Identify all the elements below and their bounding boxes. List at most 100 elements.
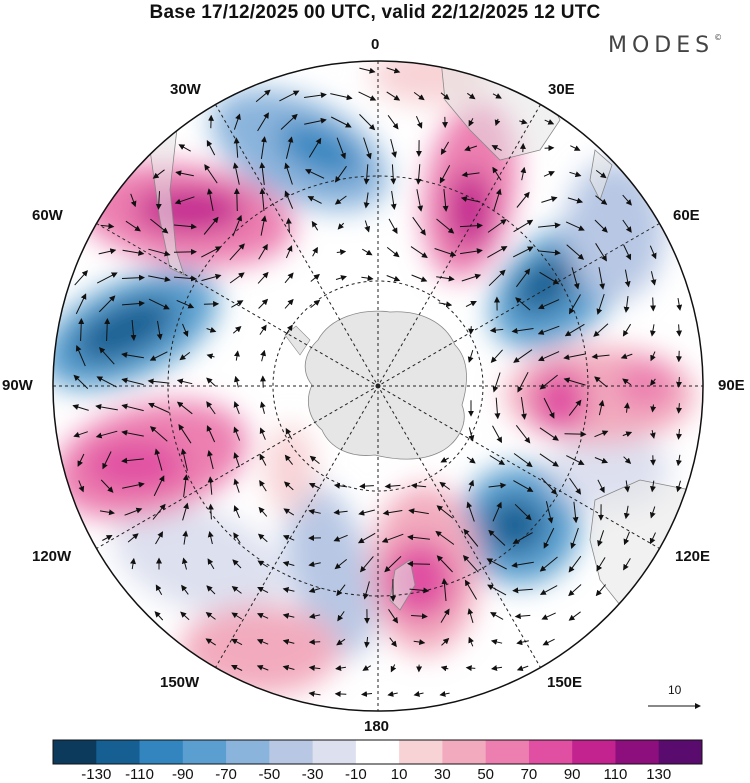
wind-vector <box>676 377 682 388</box>
wind-vector <box>357 532 376 544</box>
wind-vector <box>512 532 533 544</box>
wind-vector <box>232 214 243 237</box>
wind-vector <box>441 578 448 602</box>
wind-vector <box>149 426 168 442</box>
lon-label-150e: 150E <box>547 674 583 691</box>
wind-vector <box>416 189 424 212</box>
wind-vector <box>282 534 295 541</box>
wind-vector <box>100 479 114 493</box>
wind-vector <box>543 527 555 549</box>
wind-vector <box>258 506 268 517</box>
wind-vector <box>514 613 531 620</box>
wind-vector <box>233 426 241 441</box>
wind-vector <box>121 300 145 307</box>
wind-vector <box>570 527 579 549</box>
wind-vector <box>442 189 449 212</box>
wind-vector <box>234 375 240 388</box>
wind-vector <box>308 664 321 671</box>
wind-vector <box>513 480 534 492</box>
wind-vector <box>206 401 216 415</box>
wind-vector <box>121 429 144 437</box>
wind-vector <box>410 246 428 258</box>
wind-vector <box>231 665 243 671</box>
anomaly-positive <box>180 605 340 695</box>
wind-vector <box>255 89 271 103</box>
wind-vector <box>649 378 657 386</box>
wind-vector <box>415 164 422 185</box>
wind-vector <box>492 501 502 522</box>
wind-vector <box>676 298 683 311</box>
wind-vector <box>650 404 657 413</box>
wind-vector <box>207 503 214 520</box>
wind-vector <box>336 137 346 160</box>
wind-vector <box>568 555 582 573</box>
wind-vector <box>595 584 606 597</box>
wind-vector <box>543 397 555 419</box>
wind-vector <box>513 453 533 468</box>
wind-vector <box>439 481 451 490</box>
wind-vector <box>259 453 267 466</box>
wind-vector <box>232 559 242 569</box>
wind-vector <box>567 197 584 204</box>
wind-vector <box>260 136 267 159</box>
wind-vector <box>207 531 214 545</box>
wind-vector <box>649 506 656 519</box>
wind-vector <box>650 297 657 312</box>
wind-vector <box>468 118 475 127</box>
wind-vector <box>538 249 561 256</box>
wind-vector <box>539 585 558 595</box>
wind-vector <box>308 508 321 515</box>
wind-vector <box>413 639 426 646</box>
wind-vector <box>650 351 656 362</box>
wind-vector <box>155 584 163 595</box>
wind-vector <box>285 217 292 234</box>
wind-vector <box>541 477 558 495</box>
anomaly-positive <box>85 440 185 490</box>
wind-vector <box>155 191 162 210</box>
wind-vector <box>285 136 294 159</box>
wind-vector <box>181 584 189 595</box>
wind-vector <box>595 169 607 179</box>
wind-vector <box>98 295 116 313</box>
wind-vector <box>487 246 508 258</box>
wind-vector <box>282 560 295 567</box>
wind-vector <box>150 218 169 234</box>
wind-vector <box>201 273 222 282</box>
wind-vector <box>99 509 115 516</box>
wind-vector <box>362 248 373 256</box>
wind-vector <box>390 664 397 673</box>
wind-vector <box>388 218 398 234</box>
wind-vector <box>537 325 560 335</box>
wind-vector <box>487 584 507 596</box>
wind-vector <box>492 425 502 444</box>
wind-vector <box>336 638 346 646</box>
map-title: Base 17/12/2025 00 UTC, valid 22/12/2025… <box>149 2 601 23</box>
wind-vector <box>95 404 118 411</box>
wind-vector <box>284 162 293 185</box>
wind-vector <box>543 171 555 177</box>
wind-vector <box>675 480 682 493</box>
wind-vector <box>568 294 581 315</box>
wind-vector <box>649 429 656 439</box>
wind-vector <box>513 349 533 363</box>
wind-vector <box>459 222 483 229</box>
wind-vector <box>333 534 348 542</box>
lon-label-120e: 120E <box>675 548 711 565</box>
wind-vector <box>516 191 530 208</box>
wind-vector <box>256 664 269 671</box>
wind-vector <box>104 318 111 342</box>
wind-vector <box>489 455 506 466</box>
wind-vector <box>622 431 633 437</box>
wind-vector <box>564 431 587 438</box>
wind-vector <box>309 455 320 464</box>
south-pole <box>375 383 381 389</box>
wind-vector <box>675 454 682 467</box>
wind-vector <box>363 192 370 209</box>
wind-vector <box>490 612 504 620</box>
wind-vector <box>440 92 450 100</box>
wind-vector <box>676 324 683 337</box>
wind-vector <box>102 535 113 541</box>
wind-vector <box>121 352 144 359</box>
wind-vector <box>493 188 502 211</box>
wind-vector <box>176 378 193 385</box>
